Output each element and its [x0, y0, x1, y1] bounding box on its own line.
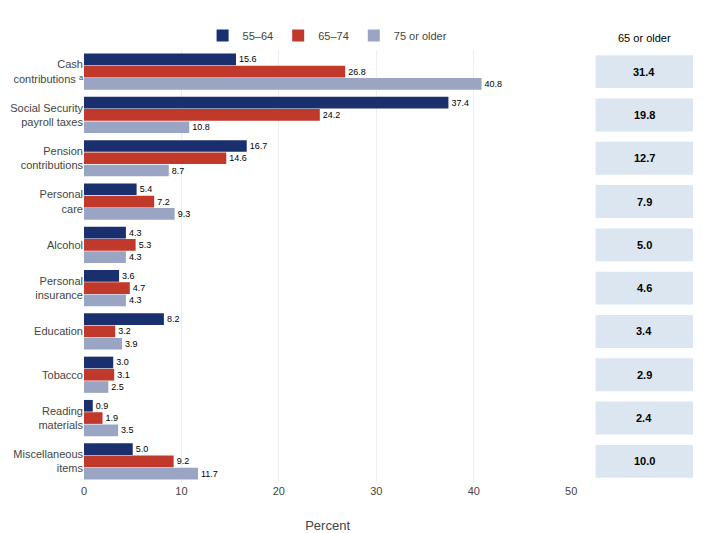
svg-text:37.4: 37.4 [451, 98, 469, 108]
svg-text:2.5: 2.5 [111, 382, 124, 392]
svg-text:Tobacco: Tobacco [42, 369, 83, 381]
svg-text:16.7: 16.7 [250, 141, 268, 151]
svg-text:Cashcontributions ᵃ: Cashcontributions ᵃ [13, 58, 83, 84]
svg-text:Readingmaterials: Readingmaterials [38, 405, 83, 431]
svg-text:Personalinsurance: Personalinsurance [35, 275, 83, 301]
svg-text:5.4: 5.4 [140, 184, 153, 194]
svg-text:7.2: 7.2 [157, 197, 170, 207]
svg-text:Pensioncontributions: Pensioncontributions [21, 145, 84, 171]
svg-text:5.0: 5.0 [637, 239, 652, 251]
svg-text:4.6: 4.6 [637, 282, 652, 294]
svg-text:2.4: 2.4 [636, 412, 652, 424]
svg-text:26.8: 26.8 [348, 67, 366, 77]
svg-text:4.3: 4.3 [129, 295, 142, 305]
svg-text:3.6: 3.6 [122, 271, 135, 281]
svg-text:Personalcare: Personalcare [40, 188, 83, 214]
svg-text:1.9: 1.9 [106, 413, 119, 423]
svg-text:3.5: 3.5 [121, 425, 134, 435]
svg-text:14.6: 14.6 [229, 153, 247, 163]
svg-text:40.8: 40.8 [485, 79, 503, 89]
svg-text:3.1: 3.1 [117, 370, 130, 380]
svg-text:4.7: 4.7 [133, 283, 146, 293]
svg-text:9.2: 9.2 [177, 456, 190, 466]
svg-text:12.7: 12.7 [634, 152, 655, 164]
svg-text:55–64: 55–64 [243, 30, 274, 42]
svg-text:5.3: 5.3 [139, 240, 152, 250]
svg-text:50: 50 [565, 485, 577, 497]
svg-text:40: 40 [468, 485, 480, 497]
svg-text:4.3: 4.3 [129, 252, 142, 262]
svg-text:Miscellaneousitems: Miscellaneousitems [13, 448, 83, 474]
svg-text:30: 30 [370, 485, 382, 497]
svg-text:4.3: 4.3 [129, 228, 142, 238]
svg-text:8.7: 8.7 [172, 166, 185, 176]
svg-text:65 or older: 65 or older [618, 32, 671, 44]
svg-text:5.0: 5.0 [136, 444, 149, 454]
svg-text:19.8: 19.8 [634, 109, 655, 121]
svg-text:3.2: 3.2 [118, 326, 131, 336]
svg-text:3.0: 3.0 [116, 357, 129, 367]
svg-text:0.9: 0.9 [96, 401, 109, 411]
svg-text:9.3: 9.3 [178, 209, 191, 219]
svg-text:65–74: 65–74 [318, 30, 349, 42]
svg-text:10: 10 [175, 485, 187, 497]
svg-text:Percent: Percent [305, 518, 350, 533]
svg-text:15.6: 15.6 [239, 54, 257, 64]
svg-text:31.4: 31.4 [633, 66, 655, 78]
svg-text:11.7: 11.7 [201, 469, 218, 479]
svg-text:20: 20 [273, 485, 285, 497]
svg-text:8.2: 8.2 [167, 314, 180, 324]
svg-text:Social Securitypayroll taxes: Social Securitypayroll taxes [10, 102, 83, 128]
svg-text:7.9: 7.9 [637, 196, 652, 208]
svg-text:Alcohol: Alcohol [47, 239, 83, 251]
svg-text:10.0: 10.0 [634, 455, 655, 467]
svg-text:24.2: 24.2 [323, 110, 341, 120]
svg-text:10.8: 10.8 [192, 122, 210, 132]
svg-text:Education: Education [34, 325, 83, 337]
svg-text:3.9: 3.9 [125, 339, 138, 349]
svg-text:0: 0 [81, 485, 87, 497]
svg-text:2.9: 2.9 [637, 369, 652, 381]
svg-text:75 or older: 75 or older [394, 30, 447, 42]
svg-text:3.4: 3.4 [636, 325, 652, 337]
